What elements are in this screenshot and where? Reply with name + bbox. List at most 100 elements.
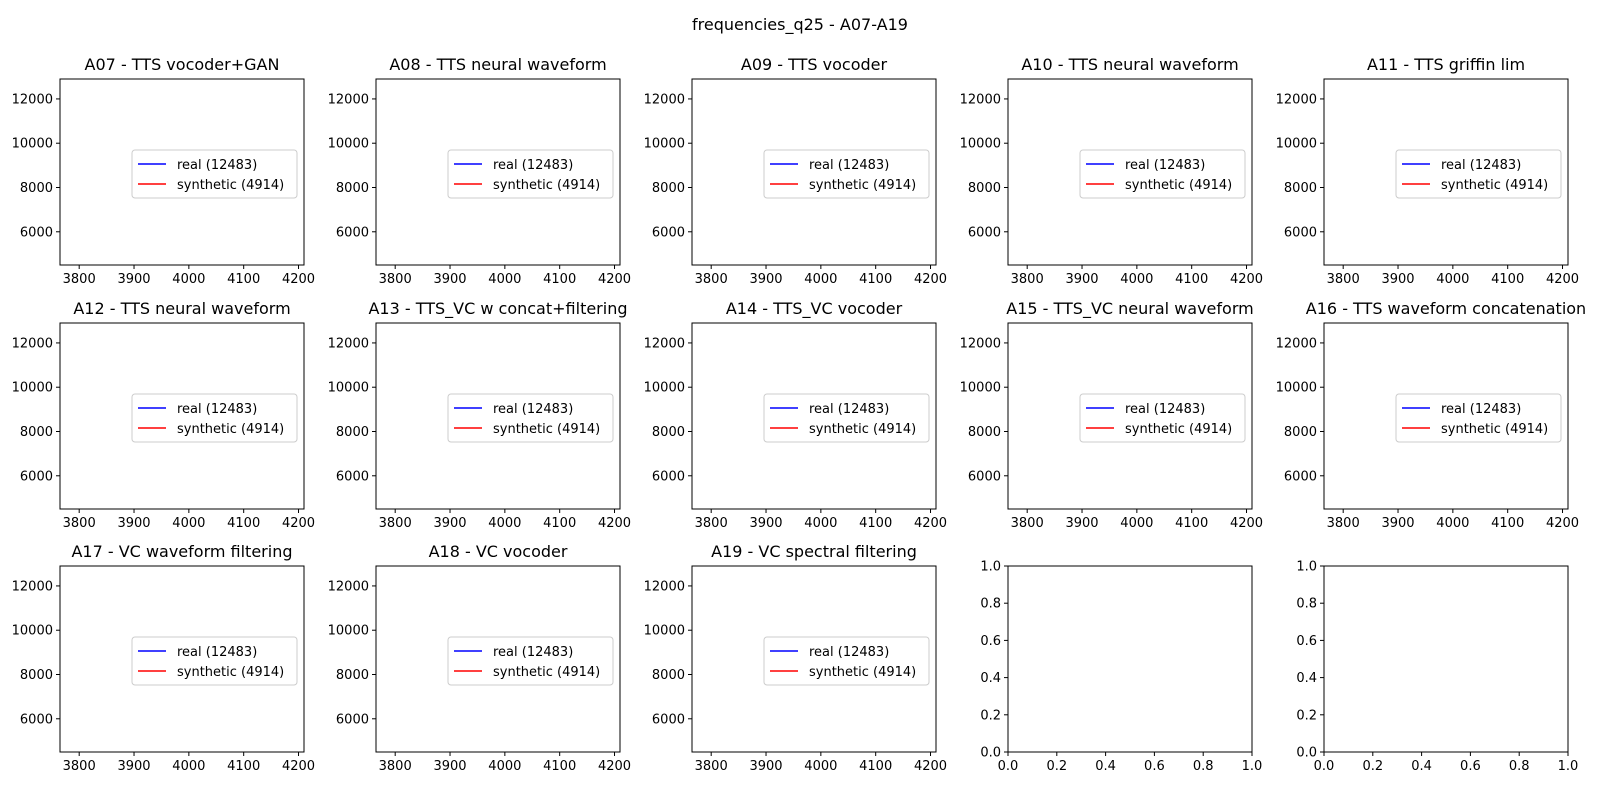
x-tick-label: 0.0 (1314, 759, 1335, 774)
y-tick-label: 12000 (328, 336, 369, 351)
subplot-A12: A12 - TTS neural waveform 3800 3900 4000 410… (12, 299, 315, 531)
legend-label: real (12483) (1441, 158, 1521, 173)
subplot-A14: A14 - TTS_VC vocoder 3800 3900 4000 4100 4200… (644, 299, 947, 531)
y-tick-label: 12000 (12, 92, 53, 107)
subplot-title: A17 - VC waveform filtering (71, 542, 292, 561)
axes-frame (375, 322, 621, 510)
x-tick-label: 0.0 (998, 759, 1019, 774)
x-tick-label: 3900 (117, 272, 150, 287)
legend-box (1395, 149, 1562, 199)
legend: real (12483) synthetic (4914) (131, 393, 298, 443)
legend-label: synthetic (4914) (177, 665, 284, 680)
legend: real (12483) synthetic (4914) (447, 149, 614, 199)
x-tick-label: 3800 (379, 272, 412, 287)
subplot-A17: A17 - VC waveform filtering 3800 3900 4000 4… (12, 542, 315, 774)
subplot-title: A13 - TTS_VC w concat+filtering (368, 299, 627, 319)
legend: real (12483) synthetic (4914) (763, 393, 930, 443)
legend-label: synthetic (4914) (1125, 422, 1232, 437)
x-tick-label: 4000 (488, 759, 521, 774)
legend-box (1079, 149, 1246, 199)
subplot-title: A09 - TTS vocoder (741, 55, 888, 74)
x-tick-label: 3800 (1327, 272, 1360, 287)
y-tick-label: 6000 (20, 225, 53, 240)
x-tick-label: 4100 (1175, 516, 1208, 531)
x-tick-label: 4200 (1546, 516, 1579, 531)
subplot-A16: A16 - TTS waveform concatenation 3800 3900… (1276, 299, 1587, 531)
axes-frame (691, 565, 937, 753)
legend-label: real (12483) (177, 645, 257, 660)
axes-frame (375, 78, 621, 266)
subplot-title: A12 - TTS neural waveform (73, 299, 290, 318)
x-tick-label: 4000 (172, 272, 205, 287)
legend-label: synthetic (4914) (809, 665, 916, 680)
legend-box (1395, 393, 1562, 443)
legend: real (12483) synthetic (4914) (447, 636, 614, 686)
x-tick-label: 4000 (172, 516, 205, 531)
x-tick-label: 0.4 (1411, 759, 1432, 774)
y-tick-label: 8000 (20, 425, 53, 440)
x-tick-label: 4000 (1436, 516, 1469, 531)
x-tick-label: 4100 (543, 759, 576, 774)
x-tick-label: 0.2 (1362, 759, 1383, 774)
subplot-A19: A19 - VC spectral filtering 3800 3900 4000 4… (644, 542, 947, 774)
legend-box (447, 149, 614, 199)
y-tick-label: 12000 (644, 92, 685, 107)
legend-label: real (12483) (1125, 158, 1205, 173)
x-tick-label: 4000 (488, 516, 521, 531)
legend-label: synthetic (4914) (809, 178, 916, 193)
subplot-empty-2: 0.0 0.2 0.4 0.6 0.8 1.0 0.0 0.2 0.4 0.6 0.8 1.0 (1296, 560, 1578, 775)
y-tick-label: 8000 (20, 181, 53, 196)
y-tick-label: 10000 (644, 137, 685, 152)
y-tick-label: 0.0 (1296, 746, 1317, 761)
legend-box (447, 393, 614, 443)
x-tick-label: 3900 (433, 516, 466, 531)
y-tick-label: 6000 (20, 469, 53, 484)
legend-label: real (12483) (809, 645, 889, 660)
subplot-empty-1: 0.0 0.2 0.4 0.6 0.8 1.0 0.0 0.2 0.4 0.6 0.8 1.0 (980, 560, 1262, 775)
legend: real (12483) synthetic (4914) (1079, 393, 1246, 443)
legend-label: real (12483) (177, 402, 257, 417)
x-tick-label: 0.2 (1046, 759, 1067, 774)
axes-frame (1007, 78, 1253, 266)
x-tick-label: 3900 (749, 272, 782, 287)
x-tick-label: 4000 (1436, 272, 1469, 287)
x-tick-label: 4100 (859, 516, 892, 531)
x-tick-label: 3800 (63, 272, 96, 287)
y-tick-label: 0.4 (1296, 671, 1317, 686)
y-tick-label: 0.2 (1296, 708, 1317, 723)
subplot-A11: A11 - TTS griffin lim 3800 3900 4000 4100 420… (1276, 55, 1579, 287)
y-tick-label: 12000 (1276, 92, 1317, 107)
subplot-A10: A10 - TTS neural waveform 3800 3900 4000 410… (960, 55, 1263, 287)
y-tick-label: 10000 (960, 137, 1001, 152)
y-tick-label: 1.0 (980, 560, 1001, 575)
axes-frame (1007, 322, 1253, 510)
legend-label: synthetic (4914) (809, 422, 916, 437)
y-tick-label: 10000 (12, 624, 53, 639)
axes-frame (691, 78, 937, 266)
x-tick-label: 0.8 (1509, 759, 1530, 774)
legend-label: synthetic (4914) (1125, 178, 1232, 193)
y-tick-label: 0.0 (980, 746, 1001, 761)
y-tick-label: 12000 (328, 92, 369, 107)
legend: real (12483) synthetic (4914) (1395, 393, 1562, 443)
legend: real (12483) synthetic (4914) (131, 149, 298, 199)
y-tick-label: 8000 (336, 181, 369, 196)
x-tick-label: 3800 (1011, 272, 1044, 287)
x-tick-label: 4200 (1230, 272, 1263, 287)
subplot-title: A19 - VC spectral filtering (711, 542, 917, 561)
legend-label: real (12483) (1441, 402, 1521, 417)
x-tick-label: 4000 (488, 272, 521, 287)
x-tick-label: 3900 (749, 516, 782, 531)
axes-frame (59, 322, 305, 510)
legend-box (131, 149, 298, 199)
y-tick-label: 10000 (960, 381, 1001, 396)
x-tick-label: 4200 (914, 759, 947, 774)
x-tick-label: 3900 (1381, 516, 1414, 531)
legend: real (12483) synthetic (4914) (447, 393, 614, 443)
y-tick-label: 6000 (652, 225, 685, 240)
x-tick-label: 3900 (433, 759, 466, 774)
y-tick-label: 12000 (12, 579, 53, 594)
x-tick-label: 4200 (598, 272, 631, 287)
subplot-A09: A09 - TTS vocoder 3800 3900 4000 4100 4200 600… (644, 55, 947, 287)
